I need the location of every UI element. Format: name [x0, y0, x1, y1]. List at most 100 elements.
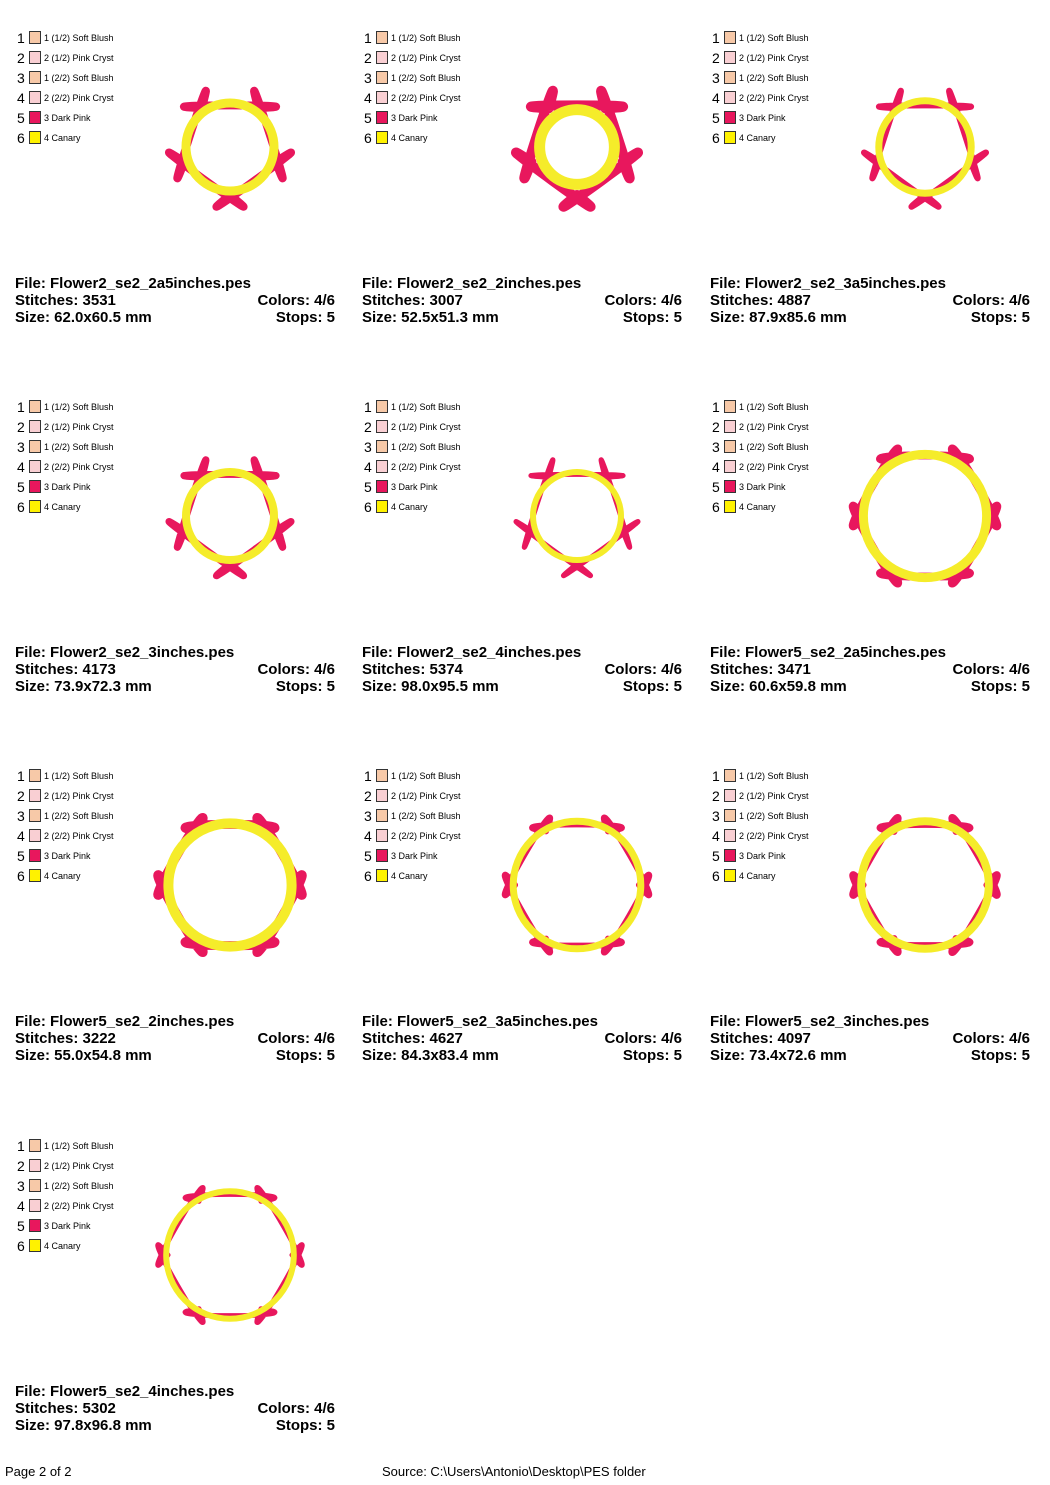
- color-swatch: [724, 869, 736, 882]
- design-size: Size: 73.9x72.3 mm: [15, 678, 152, 695]
- legend-number: 3: [17, 808, 25, 824]
- thread-name: 2 (2/2) Pink Cryst: [44, 462, 114, 472]
- color-swatch: [376, 769, 388, 782]
- legend-number: 2: [17, 788, 25, 804]
- thread-name: 1 (2/2) Soft Blush: [739, 442, 809, 452]
- thread-name: 3 Dark Pink: [44, 113, 91, 123]
- legend-number: 1: [17, 399, 25, 415]
- color-swatch: [29, 809, 41, 822]
- legend-number: 4: [712, 459, 720, 475]
- color-count: Colors: 4/6: [257, 1400, 335, 1417]
- color-swatch: [29, 440, 41, 453]
- color-swatch: [29, 91, 41, 104]
- legend-number: 1: [364, 768, 372, 784]
- color-swatch: [29, 869, 41, 882]
- color-swatch: [376, 480, 388, 493]
- color-swatch: [724, 111, 736, 124]
- color-swatch: [29, 1239, 41, 1252]
- legend-row: 5 3 Dark Pink: [364, 848, 484, 864]
- thread-name: 2 (2/2) Pink Cryst: [391, 462, 461, 472]
- color-swatch: [376, 71, 388, 84]
- design-card: 1 1 (1/2) Soft Blush 2 2 (1/2) Pink Cryst 3 1…: [362, 399, 684, 699]
- design-card: 1 1 (1/2) Soft Blush 2 2 (1/2) Pink Cryst 3 1…: [710, 30, 1032, 330]
- legend-row: 2 2 (1/2) Pink Cryst: [17, 788, 137, 804]
- color-swatch: [29, 460, 41, 473]
- legend-number: 5: [712, 848, 720, 864]
- flower-center-ring: [875, 97, 975, 197]
- color-swatch: [29, 769, 41, 782]
- legend-row: 3 1 (2/2) Soft Blush: [17, 439, 137, 455]
- stop-count: Stops: 5: [622, 309, 682, 326]
- legend-number: 4: [364, 459, 372, 475]
- legend-row: 6 4 Canary: [364, 499, 484, 515]
- legend-number: 3: [17, 1178, 25, 1194]
- legend-number: 6: [712, 868, 720, 884]
- design-card: 1 1 (1/2) Soft Blush 2 2 (1/2) Pink Cryst 3 1…: [362, 768, 684, 1068]
- stitch-count: Stitches: 4627: [362, 1030, 463, 1047]
- file-name: File: Flower5_se2_3a5inches.pes: [362, 1013, 598, 1030]
- color-swatch: [724, 71, 736, 84]
- flower-center-ring: [857, 817, 993, 953]
- color-swatch: [376, 31, 388, 44]
- petal-outline: [501, 814, 653, 956]
- file-name: File: Flower2_se2_3inches.pes: [15, 644, 235, 661]
- legend-row: 4 2 (2/2) Pink Cryst: [712, 459, 832, 475]
- color-swatch: [724, 769, 736, 782]
- thread-name: 1 (2/2) Soft Blush: [44, 442, 114, 452]
- design-size: Size: 52.5x51.3 mm: [362, 309, 499, 326]
- legend-row: 1 1 (1/2) Soft Blush: [712, 30, 832, 46]
- stop-count: Stops: 5: [622, 678, 682, 695]
- thread-name: 2 (1/2) Pink Cryst: [391, 791, 461, 801]
- thread-name: 3 Dark Pink: [739, 482, 786, 492]
- legend-number: 4: [712, 828, 720, 844]
- color-swatch: [29, 849, 41, 862]
- stitch-count: Stitches: 3222: [15, 1030, 116, 1047]
- flower-center-ring: [509, 817, 645, 953]
- petal-outline: [861, 87, 989, 210]
- legend-number: 3: [364, 70, 372, 86]
- legend-row: 3 1 (2/2) Soft Blush: [364, 808, 484, 824]
- legend-row: 3 1 (2/2) Soft Blush: [17, 70, 137, 86]
- legend-number: 2: [712, 788, 720, 804]
- thread-name: 1 (1/2) Soft Blush: [739, 771, 809, 781]
- legend-row: 6 4 Canary: [17, 130, 137, 146]
- thread-name: 2 (2/2) Pink Cryst: [739, 93, 809, 103]
- legend-row: 3 1 (2/2) Soft Blush: [712, 70, 832, 86]
- legend-row: 4 2 (2/2) Pink Cryst: [364, 459, 484, 475]
- color-swatch: [724, 91, 736, 104]
- legend-row: 5 3 Dark Pink: [364, 110, 484, 126]
- thread-name: 3 Dark Pink: [391, 482, 438, 492]
- legend-number: 1: [17, 1138, 25, 1154]
- legend-row: 4 2 (2/2) Pink Cryst: [364, 828, 484, 844]
- legend-number: 4: [17, 90, 25, 106]
- thread-name: 1 (1/2) Soft Blush: [391, 33, 461, 43]
- legend-row: 5 3 Dark Pink: [364, 479, 484, 495]
- stop-count: Stops: 5: [275, 1417, 335, 1434]
- legend-number: 1: [364, 30, 372, 46]
- thread-name: 4 Canary: [391, 502, 428, 512]
- petal-outline: [155, 1184, 305, 1326]
- thread-name: 1 (1/2) Soft Blush: [739, 33, 809, 43]
- design-card: 1 1 (1/2) Soft Blush 2 2 (1/2) Pink Cryst 3 1…: [15, 768, 337, 1068]
- legend-row: 2 2 (1/2) Pink Cryst: [712, 50, 832, 66]
- thread-name: 2 (1/2) Pink Cryst: [44, 1161, 114, 1171]
- color-swatch: [29, 111, 41, 124]
- design-size: Size: 87.9x85.6 mm: [710, 309, 847, 326]
- thread-name: 2 (2/2) Pink Cryst: [391, 831, 461, 841]
- stop-count: Stops: 5: [275, 678, 335, 695]
- file-name: File: Flower5_se2_3inches.pes: [710, 1013, 930, 1030]
- color-swatch: [376, 111, 388, 124]
- color-swatch: [376, 869, 388, 882]
- color-swatch: [724, 400, 736, 413]
- thread-name: 2 (1/2) Pink Cryst: [739, 791, 809, 801]
- legend-row: 5 3 Dark Pink: [17, 110, 137, 126]
- legend-row: 2 2 (1/2) Pink Cryst: [364, 788, 484, 804]
- thread-name: 2 (1/2) Pink Cryst: [44, 53, 114, 63]
- stitch-count: Stitches: 4173: [15, 661, 116, 678]
- legend-number: 5: [17, 479, 25, 495]
- stop-count: Stops: 5: [275, 309, 335, 326]
- thread-name: 1 (1/2) Soft Blush: [44, 771, 114, 781]
- design-card: 1 1 (1/2) Soft Blush 2 2 (1/2) Pink Cryst 3 1…: [15, 399, 337, 699]
- design-card: 1 1 (1/2) Soft Blush 2 2 (1/2) Pink Cryst 3 1…: [362, 30, 684, 330]
- color-count: Colors: 4/6: [952, 1030, 1030, 1047]
